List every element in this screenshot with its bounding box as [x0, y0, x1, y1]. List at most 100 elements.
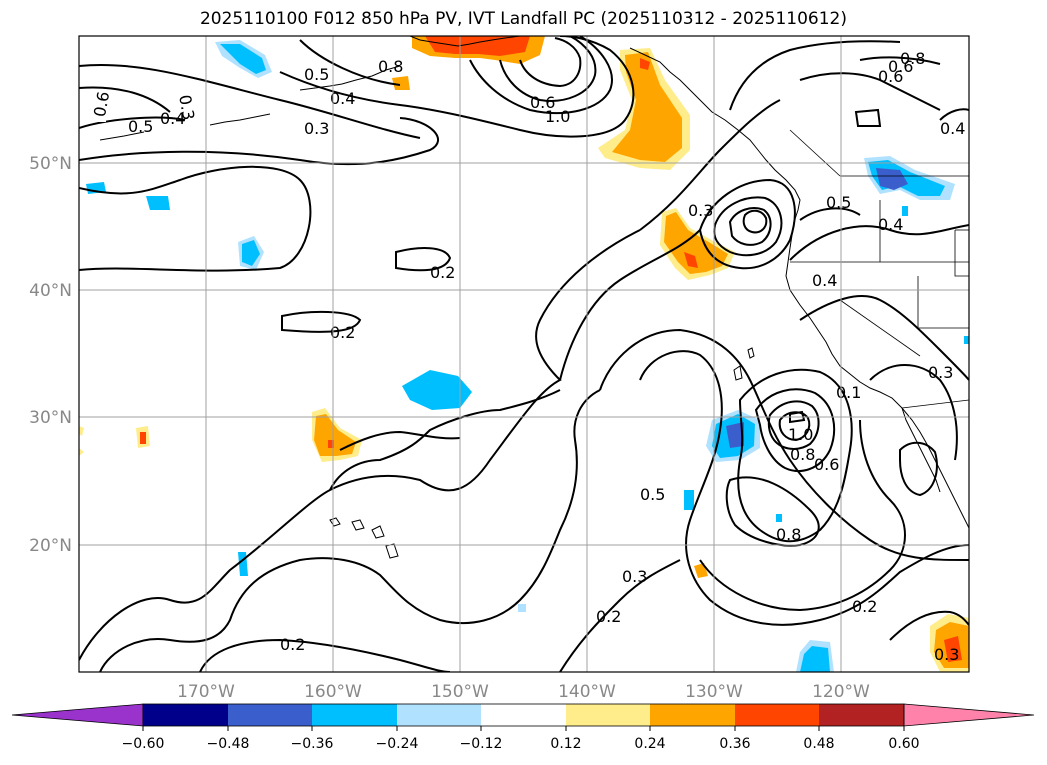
colorbar-tick-label: 0.60	[888, 736, 919, 752]
coastline-hawaii	[351, 519, 365, 531]
colorbar: −0.60 −0.48 −0.36 −0.24 −0.12 0.12 0.24 …	[11, 703, 1035, 752]
contour-line	[281, 310, 362, 333]
lon-label: 150°W	[431, 682, 489, 702]
border-mexico	[901, 399, 969, 409]
anomaly-positive	[944, 636, 962, 662]
anomaly-positive	[612, 52, 682, 162]
contour-line	[799, 72, 941, 111]
anomaly-negative	[220, 44, 266, 74]
coastline-hawaii	[371, 525, 385, 539]
contour-line	[79, 117, 439, 166]
lon-label: 140°W	[558, 682, 616, 702]
border-state	[954, 230, 969, 277]
border-state	[839, 299, 921, 357]
contour-line	[279, 36, 635, 138]
anomaly-positive	[640, 58, 650, 70]
contour-line	[789, 224, 969, 261]
contour-label: 1.0	[545, 107, 570, 126]
contour-line	[799, 295, 969, 381]
contour-line	[79, 229, 641, 661]
anomaly-negative	[902, 206, 908, 216]
colorbar-extend-high	[903, 703, 1035, 727]
contour-label: 0.4	[160, 109, 185, 128]
anomaly-positive	[314, 414, 356, 456]
contour-label: 0.6	[878, 67, 903, 86]
colorbar-frame	[142, 703, 905, 727]
contour-label: 0.8	[378, 57, 403, 76]
contour-line	[899, 441, 938, 497]
colorbar-tick-label: −0.36	[291, 736, 334, 752]
colorbar-tick-label: 0.12	[550, 736, 581, 752]
contour-line	[395, 247, 452, 272]
contour-label: 0.3	[934, 645, 959, 664]
longitude-labels: 170°W 160°W 150°W 140°W 130°W 120°W	[177, 682, 870, 702]
contour-label: 0.4	[812, 271, 837, 290]
anomaly-negative	[684, 490, 694, 510]
coastline-alaska	[409, 36, 521, 47]
anomaly-negative	[726, 422, 744, 448]
anomaly-positive	[664, 212, 728, 274]
anomaly-negative	[964, 336, 969, 344]
contour-line	[737, 368, 853, 543]
coastline-west-us	[785, 247, 969, 529]
contour-labels: 0.6 0.5 0.4 0.3 0.5 0.4 0.3 0.8 0.6 1.0 …	[84, 49, 965, 664]
contour-line	[869, 364, 958, 461]
colorbar-extend-low	[11, 703, 144, 727]
contour-label: 0.5	[304, 65, 329, 84]
contour-label: 0.2	[852, 597, 877, 616]
contour-line	[559, 229, 701, 381]
contour-line	[789, 410, 806, 424]
contour-line	[499, 36, 597, 102]
contour-label: 0.3	[928, 363, 953, 382]
coastline-aleutians	[99, 131, 145, 141]
colorbar-tick-label: 0.24	[634, 736, 665, 752]
colorbar-tick-label: −0.48	[207, 736, 250, 752]
coastline-island	[747, 347, 755, 359]
anomaly-positive	[140, 432, 146, 444]
colorbar-bin	[481, 704, 566, 726]
colorbar-bin	[650, 704, 735, 726]
anomaly-negative	[800, 646, 830, 672]
colorbar-tick-label: −0.24	[376, 736, 419, 752]
contour-line	[519, 37, 582, 88]
contour-label: 0.6	[888, 57, 913, 76]
colorbar-bin	[312, 704, 397, 726]
contour-label: 0.6	[814, 455, 839, 474]
contour-line	[698, 178, 796, 270]
contour-line	[728, 207, 772, 246]
contour-label: 0.5	[640, 485, 665, 504]
contour-line	[754, 388, 836, 472]
gridlines	[79, 36, 969, 672]
contour-line	[854, 108, 882, 127]
contour-line	[859, 56, 941, 65]
contour-label: 0.4	[878, 215, 903, 234]
contour-line	[729, 40, 901, 111]
anomaly-negative	[242, 240, 260, 266]
latitude-labels: 50°N 40°N 30°N 20°N	[29, 154, 72, 556]
contour-label: 0.8	[790, 445, 815, 464]
anomaly-positive	[684, 252, 698, 268]
lat-label: 30°N	[29, 408, 72, 428]
anomaly-positive	[79, 426, 84, 436]
contour-label: 0.2	[596, 607, 621, 626]
map-title: 2025110100 F012 850 hPa PV, IVT Landfall…	[199, 9, 847, 29]
colorbar-tick-label: −0.12	[460, 736, 503, 752]
contour-label: 0.3	[622, 567, 647, 586]
colorbar-bin	[819, 704, 904, 726]
contour-line	[469, 36, 613, 114]
borders	[789, 129, 969, 409]
anomaly-positive	[79, 448, 84, 456]
coastline-aleutians	[209, 113, 271, 126]
anomaly-positive	[392, 76, 410, 90]
colorbar-bin	[566, 704, 650, 726]
contour-line	[79, 63, 421, 139]
anomaly-negative	[776, 514, 782, 522]
anomaly-positive	[425, 36, 530, 56]
contour-label: 0.4	[940, 119, 965, 138]
lat-label: 20°N	[29, 536, 72, 556]
lon-label: 160°W	[304, 682, 362, 702]
contour-line	[299, 39, 401, 86]
anomaly-negative	[402, 370, 472, 410]
contour-label: 0.3	[304, 119, 329, 138]
